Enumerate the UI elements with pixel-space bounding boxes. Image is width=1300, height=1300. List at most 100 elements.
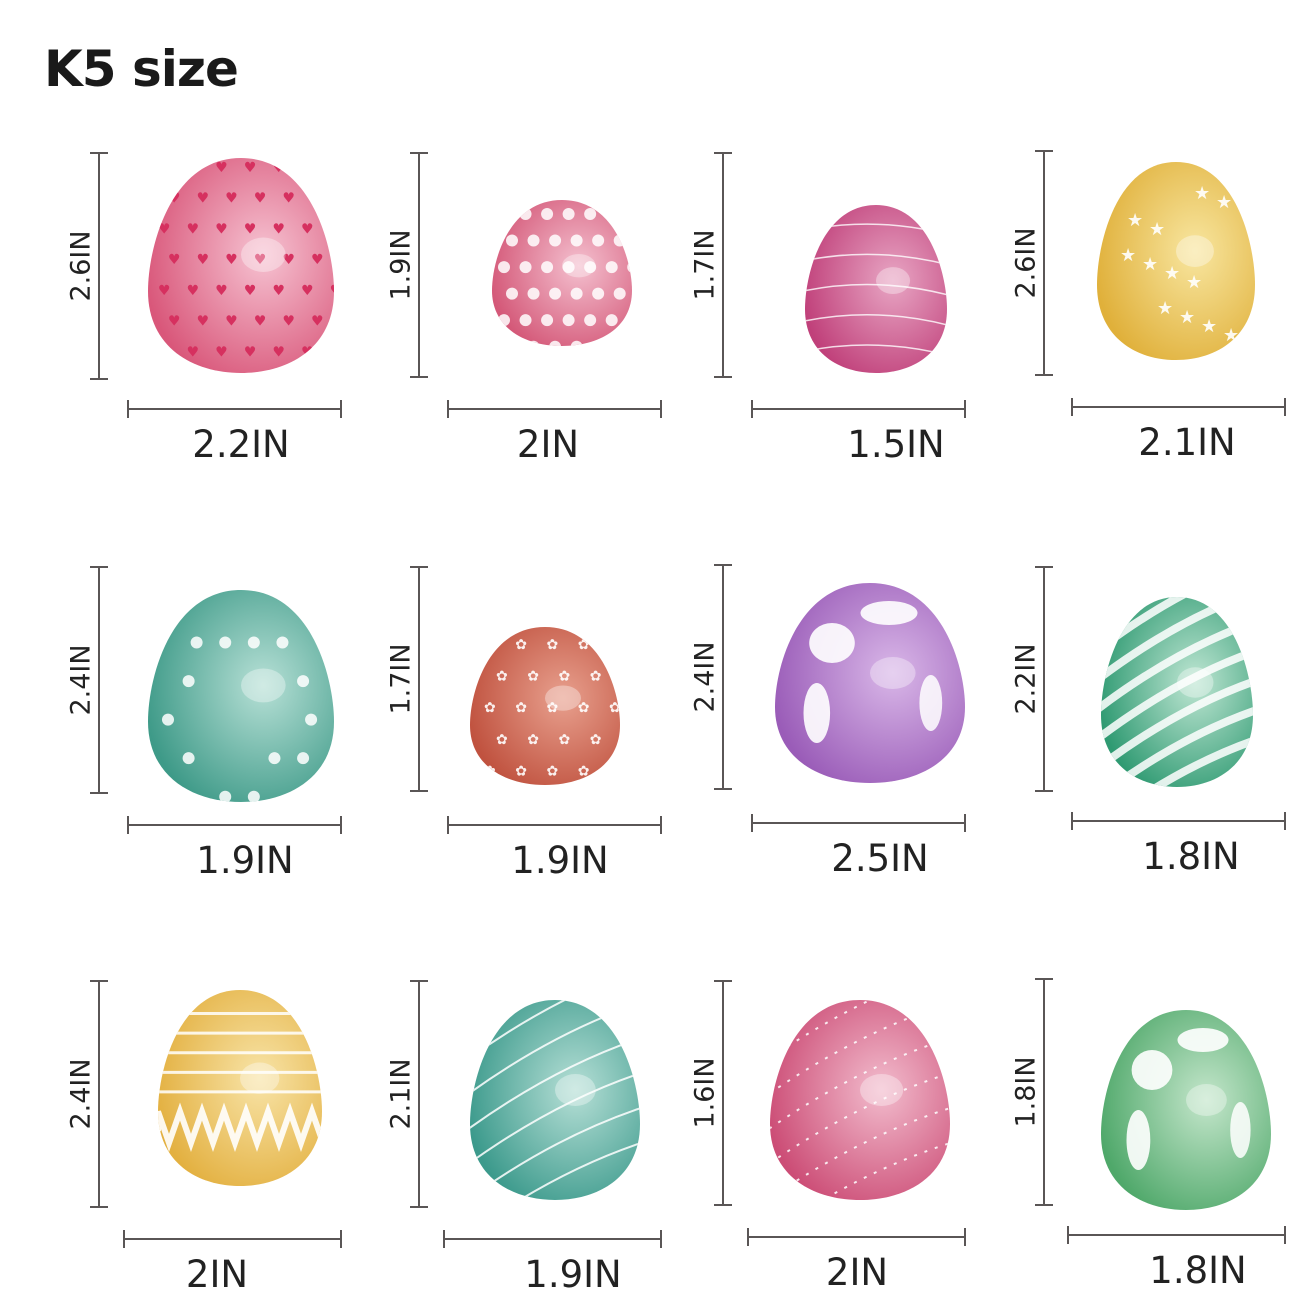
egg-flower: ✿: [547, 763, 559, 779]
egg-star: ★: [1216, 192, 1232, 213]
egg-star: ★: [1120, 245, 1136, 266]
egg-highlight: [545, 685, 581, 711]
egg-pattern: [162, 636, 318, 802]
egg-patch: [1177, 1028, 1229, 1052]
egg-dot: [506, 234, 518, 247]
egg-heart: ♥: [311, 252, 324, 268]
egg-flower: ✿: [496, 732, 508, 748]
egg-heart: ♥: [215, 283, 228, 299]
easter-egg-sticker: [158, 990, 322, 1186]
egg-heart: ♥: [197, 252, 210, 268]
egg-stripe: [1101, 644, 1253, 747]
egg-shell: [470, 1000, 640, 1200]
egg-swirl: [805, 283, 947, 296]
egg-swirl: [805, 253, 947, 266]
width-dimension-line: [123, 1230, 342, 1248]
height-dimension-line: [90, 566, 108, 794]
egg-flower: ✿: [496, 669, 508, 685]
egg-patch: [860, 601, 918, 625]
egg-heart: ♥: [158, 221, 171, 237]
width-label: 2.5IN: [831, 837, 929, 880]
egg-stripe: [1101, 704, 1253, 787]
egg-heart: ♥: [225, 314, 238, 330]
egg-card: 2.4IN 2.5IN: [0, 0, 966, 880]
egg-highlight: [876, 267, 911, 295]
egg-star: ★: [1223, 325, 1239, 346]
egg-card: 2.6IN 2.2IN ♥ ♥ ♥ ♥ ♥ ♥ ♥ ♥ ♥ ♥ ♥ ♥ ♥ ♥ ♥ ♥ ♥ ♥ ♥ ♥ ♥ ♥ ♥ ♥ ♥ ♥ ♥ ♥ ♥ ♥…: [0, 0, 342, 466]
egg-highlight: [1176, 235, 1214, 267]
egg-star: ★: [1157, 298, 1173, 319]
egg-heart: ♥: [158, 283, 171, 299]
egg-heart: ♥: [244, 344, 257, 360]
height-label: 2.2IN: [1010, 643, 1042, 715]
egg-dot: [527, 234, 540, 247]
egg-pattern: [1126, 1028, 1251, 1170]
egg-card: 2.1IN 1.9IN: [0, 0, 662, 1296]
egg-patch: [803, 683, 831, 743]
egg-heart: ♥: [254, 252, 267, 268]
egg-dot: [627, 314, 632, 327]
egg-highlight: [241, 668, 286, 703]
egg-heart: ♥: [330, 221, 334, 237]
egg-shell: [148, 590, 334, 802]
egg-star: ★: [1149, 219, 1165, 240]
egg-flower: ✿: [559, 732, 571, 748]
egg-dot: [627, 208, 632, 220]
egg-heart: ♥: [282, 314, 295, 330]
egg-heart: ♥: [301, 221, 314, 237]
egg-dot: [570, 287, 583, 300]
easter-egg-sticker: [775, 583, 965, 783]
width-dimension-line: [127, 400, 342, 418]
egg-flower: ✿: [578, 637, 590, 653]
height-label: 2.4IN: [65, 644, 97, 716]
egg-heart: ♥: [254, 314, 267, 330]
egg-dot: [527, 287, 540, 300]
egg-highlight: [241, 237, 286, 272]
egg-dot: [519, 314, 532, 327]
egg-dot: [562, 261, 575, 274]
egg-flower: ✿: [484, 637, 496, 653]
egg-heart: ♥: [187, 283, 200, 299]
egg-heart: ♥: [282, 191, 295, 207]
egg-pattern: [803, 601, 943, 743]
egg-dot: [190, 636, 203, 649]
egg-dot: [541, 208, 554, 220]
egg-heart: ♥: [254, 191, 267, 207]
egg-heart: ♥: [215, 160, 228, 176]
egg-dot: [613, 340, 626, 346]
egg-stripe: [470, 1139, 640, 1200]
height-label: 1.9IN: [385, 229, 417, 301]
egg-card: 1.7IN 1.9IN ✿✿✿✿✿✿✿✿✿✿✿✿✿✿✿✿✿✿✿✿✿✿✿✿✿: [0, 0, 662, 882]
easter-egg-sticker: [470, 1000, 640, 1200]
egg-card: 1.7IN 1.5IN: [0, 0, 966, 466]
egg-dot: [305, 713, 318, 726]
height-dimension-line: [410, 980, 428, 1208]
height-dimension-line: [1035, 978, 1053, 1206]
egg-heart: ♥: [197, 314, 210, 330]
egg-flower: ✿: [527, 669, 539, 685]
egg-star: ★: [1112, 166, 1128, 187]
egg-stripe: [470, 1069, 640, 1171]
width-label: 2IN: [516, 423, 580, 466]
egg-patch: [1230, 1102, 1251, 1158]
egg-star: ★: [1127, 210, 1143, 231]
egg-heart: ♥: [244, 160, 257, 176]
egg-dot: [613, 234, 626, 247]
height-dimension-line: [714, 564, 732, 790]
easter-egg-sticker: [1101, 597, 1253, 787]
height-label: 1.7IN: [385, 643, 417, 715]
egg-card: 2.6IN 2.1IN ★ ★ ★ ★ ★ ★ ★ ★ ★ ★ ★ ★ ★ ★: [0, 0, 1286, 464]
egg-dot: [519, 208, 532, 220]
egg-flower: ✿: [609, 763, 620, 779]
egg-dot: [570, 234, 583, 247]
easter-egg-sticker: [148, 590, 334, 802]
egg-star: ★: [1201, 316, 1217, 337]
egg-dot: [182, 752, 195, 765]
egg-flower: ✿: [515, 763, 527, 779]
egg-star: ★: [1194, 183, 1210, 204]
easter-egg-sticker: ★ ★ ★ ★ ★ ★ ★ ★ ★ ★ ★ ★ ★ ★: [1097, 162, 1255, 360]
egg-dot: [541, 314, 554, 327]
egg-stripe: [770, 1139, 950, 1200]
easter-egg-sticker: ♥ ♥ ♥ ♥ ♥ ♥♥ ♥ ♥ ♥ ♥ ♥♥ ♥ ♥ ♥ ♥ ♥♥ ♥ ♥ ♥ ♥ ♥♥ ♥ ♥ ♥ ♥ ♥♥ ♥ ♥ ♥ ♥ ♥♥ ♥ ♥ ♥…: [148, 158, 334, 373]
